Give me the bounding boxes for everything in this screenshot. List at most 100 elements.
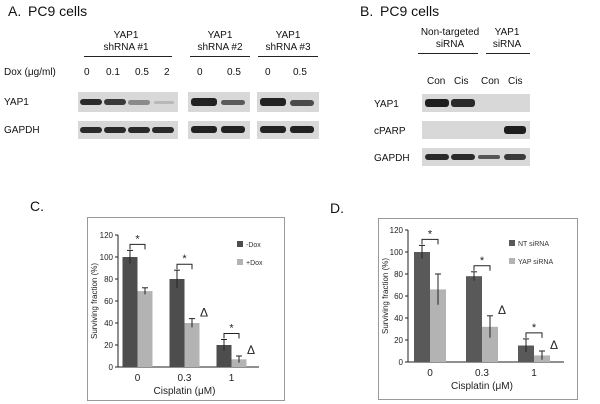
western-blot-yap1-shrna2 [188,92,250,112]
x-tick-label: 0 [427,368,433,379]
dose-label: 2 [164,67,170,78]
y-tick-label: 60 [104,297,113,306]
significance-star: * [229,323,234,335]
significance-star: * [135,233,140,245]
panel-b-letter: B. [360,3,374,19]
row-label-gapdh: GAPDH [374,153,410,164]
panel-a-group-1: YAP1 shRNA #1 [103,30,149,53]
dose-label: 0 [197,67,203,78]
chart-d-frame [378,218,578,400]
western-blot-yap1-shrna3 [257,92,319,112]
y-tick-label: 0 [399,358,404,367]
y-tick-label: 40 [104,319,113,328]
panel-a-title: PC9 cells [28,3,88,19]
dose-label: 0.5 [135,67,149,78]
row-label-yap1: YAP1 [4,97,29,108]
x-axis-label: Cisplatin (μM) [154,386,216,397]
panel-a-group-3-underline [258,56,318,57]
panel-a-letter: A. [8,3,22,19]
significance-star: * [428,228,433,240]
legend-swatch [509,240,515,246]
chart-d: 0 20 40 60 80 100 120 Surviving fraction (%) * 0 *… [381,226,564,392]
panel-b-group-2-underline [486,53,530,54]
legend-swatch [237,241,243,247]
significance-bracket [421,238,439,245]
y-tick-label: 20 [394,336,403,345]
significance-star: * [182,253,187,265]
bar [430,289,446,362]
legend-label: NT siRNA [518,241,549,248]
y-tick-label: 40 [394,314,403,323]
western-blot-b-yap1 [422,94,530,112]
dose-label: 0.5 [227,67,241,78]
x-tick-label: 0.3 [475,368,489,379]
legend-label: -Dox [246,242,261,249]
y-tick-label: 20 [104,341,113,350]
panel-a-group-1-underline [84,56,172,57]
y-tick-label: 60 [394,292,403,301]
legend-swatch [237,259,243,265]
y-tick-label: 0 [109,363,114,372]
delta-marker: Δ [550,338,558,352]
y-tick-label: 80 [104,275,113,284]
dose-label: 0 [84,67,90,78]
bar [169,279,185,367]
panel-c-letter: C. [30,198,44,214]
dose-label: 0.1 [106,67,120,78]
delta-marker: Δ [498,303,506,317]
bar [466,276,482,362]
significance-bracket [129,243,146,250]
bar [137,291,153,367]
western-blot-gapdh-shrna2 [188,121,250,139]
chart-c: 0 20 40 60 80 100 120 Surviving fraction (%) * 0 *… [90,231,263,397]
y-tick-label: 120 [100,231,114,240]
delta-marker: Δ [247,343,255,357]
row-label-yap1: YAP1 [374,99,399,110]
significance-star: * [532,322,537,334]
lane-label-con: Con [427,76,446,87]
y-tick-label: 100 [100,253,114,262]
panel-a-group-3: YAP1 shRNA #3 [265,30,311,53]
bar [216,345,232,367]
western-blot-b-gapdh [422,148,530,166]
y-axis-label: Surviving fraction (%) [381,258,390,334]
legend-label: YAP siRNA [518,259,553,266]
x-tick-label: 1 [531,368,537,379]
panel-b-group-2: YAP1 siRNA [492,27,522,50]
row-label-gapdh: GAPDH [4,125,40,136]
bar [518,345,534,362]
y-tick-label: 80 [394,270,403,279]
lane-label-con: Con [481,76,500,87]
bar [482,326,498,362]
bar [414,252,430,362]
legend-swatch [509,258,515,264]
x-tick-label: 0 [135,373,141,384]
significance-bracket [473,265,491,271]
y-tick-label: 100 [390,248,404,257]
x-tick-label: 0.3 [178,373,192,384]
x-tick-label: 1 [229,373,235,384]
significance-bracket [223,333,240,339]
dox-label: Dox (μg/ml) [4,67,56,78]
row-label-cparp: cPARP [374,126,406,137]
significance-bracket [176,263,193,270]
significance-star: * [480,255,485,267]
lane-label-cis: Cis [454,76,469,87]
panel-b-title: PC9 cells [380,3,440,19]
x-axis-label: Cisplatin (μM) [451,381,513,392]
bar [122,257,138,367]
bar [184,323,200,367]
chart-c-frame [87,217,285,401]
dose-label: 0.5 [293,67,307,78]
panel-d-letter: D. [330,200,344,216]
western-blot-yap1-shrna1 [78,92,178,112]
delta-marker: Δ [200,306,208,320]
y-tick-label: 120 [390,226,404,235]
western-blot-gapdh-shrna1 [78,121,178,139]
western-blot-b-cparp [422,121,530,139]
lane-label-cis: Cis [508,76,523,87]
panel-a-group-2: YAP1 shRNA #2 [197,30,243,53]
panel-b-group-1-underline [418,53,478,54]
y-axis-label: Surviving fraction (%) [90,263,99,339]
significance-bracket [525,332,543,338]
